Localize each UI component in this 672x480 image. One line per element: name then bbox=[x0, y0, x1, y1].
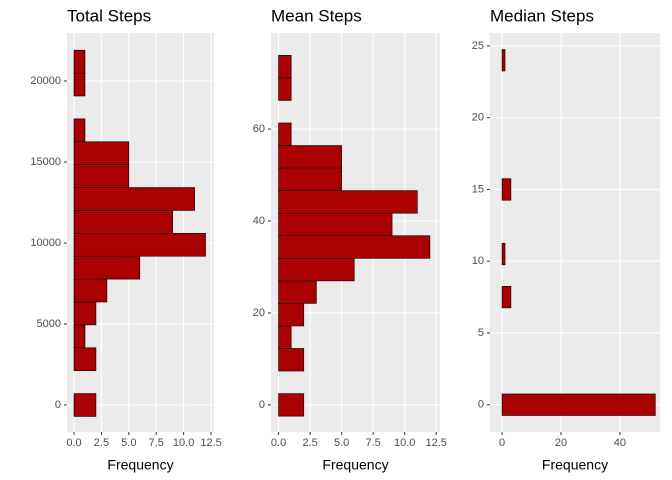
x-tick-label: 2.5 bbox=[302, 437, 317, 449]
bar bbox=[278, 280, 317, 304]
bar bbox=[278, 212, 393, 237]
x-tick-label: 5.0 bbox=[121, 437, 136, 449]
x-axis-label: Frequency bbox=[107, 457, 173, 473]
bar bbox=[73, 118, 86, 143]
y-tick-label: 5 bbox=[478, 327, 484, 339]
y-tick-label: 20000 bbox=[30, 75, 61, 87]
bar bbox=[73, 141, 130, 165]
chart-title: Total Steps bbox=[67, 6, 151, 25]
bar bbox=[278, 235, 431, 259]
y-tick-label: 15000 bbox=[30, 156, 61, 168]
bar bbox=[501, 49, 506, 72]
bar bbox=[73, 49, 86, 74]
x-tick-label: 12.5 bbox=[426, 437, 447, 449]
bar bbox=[278, 303, 305, 327]
bar bbox=[73, 324, 86, 349]
bar bbox=[73, 233, 206, 257]
bar bbox=[501, 393, 656, 416]
bar bbox=[73, 187, 195, 211]
y-tick-label: 5000 bbox=[37, 318, 61, 330]
x-tick-label: 10.0 bbox=[394, 437, 415, 449]
bar bbox=[278, 393, 305, 417]
x-tick-label: 10.0 bbox=[173, 437, 194, 449]
x-tick-label: 2.5 bbox=[94, 437, 109, 449]
x-axis-label: Frequency bbox=[322, 457, 388, 473]
bar bbox=[278, 167, 342, 191]
x-tick-label: 0 bbox=[499, 437, 505, 449]
bar bbox=[278, 190, 418, 214]
bar bbox=[278, 122, 292, 146]
y-tick-label: 25 bbox=[472, 40, 484, 52]
bar bbox=[73, 210, 173, 234]
panel-background bbox=[490, 33, 660, 432]
y-tick-label: 60 bbox=[253, 123, 265, 135]
x-axis-label: Frequency bbox=[542, 457, 608, 473]
bar bbox=[73, 301, 97, 326]
bar bbox=[73, 393, 97, 417]
bar bbox=[73, 278, 108, 303]
bar bbox=[501, 242, 506, 266]
x-tick-label: 40 bbox=[614, 437, 626, 449]
bar bbox=[73, 347, 97, 371]
x-tick-label: 20 bbox=[555, 437, 567, 449]
y-tick-label: 0 bbox=[55, 399, 61, 411]
bar bbox=[278, 257, 355, 282]
x-tick-label: 5.0 bbox=[334, 437, 349, 449]
bar bbox=[501, 178, 512, 201]
bar bbox=[73, 164, 130, 188]
y-tick-label: 20 bbox=[253, 307, 265, 319]
bar bbox=[278, 77, 292, 101]
bar bbox=[278, 325, 292, 349]
y-tick-label: 0 bbox=[478, 399, 484, 411]
chart-title: Median Steps bbox=[490, 6, 594, 25]
bar bbox=[501, 286, 512, 309]
bar bbox=[278, 348, 305, 372]
y-tick-label: 15 bbox=[472, 183, 484, 195]
chart-title: Mean Steps bbox=[271, 6, 362, 25]
y-tick-label: 20 bbox=[472, 112, 484, 124]
x-tick-label: 7.5 bbox=[149, 437, 164, 449]
y-tick-label: 0 bbox=[259, 399, 265, 411]
y-tick-label: 10000 bbox=[30, 237, 61, 249]
x-tick-label: 12.5 bbox=[200, 437, 221, 449]
x-tick-label: 7.5 bbox=[366, 437, 381, 449]
y-tick-label: 10 bbox=[472, 255, 484, 267]
bar bbox=[278, 145, 342, 169]
y-tick-label: 40 bbox=[253, 215, 265, 227]
x-tick-label: 0.0 bbox=[271, 437, 286, 449]
x-tick-label: 0.0 bbox=[66, 437, 81, 449]
bar bbox=[73, 72, 86, 97]
bar bbox=[73, 255, 141, 280]
bar bbox=[278, 55, 292, 79]
